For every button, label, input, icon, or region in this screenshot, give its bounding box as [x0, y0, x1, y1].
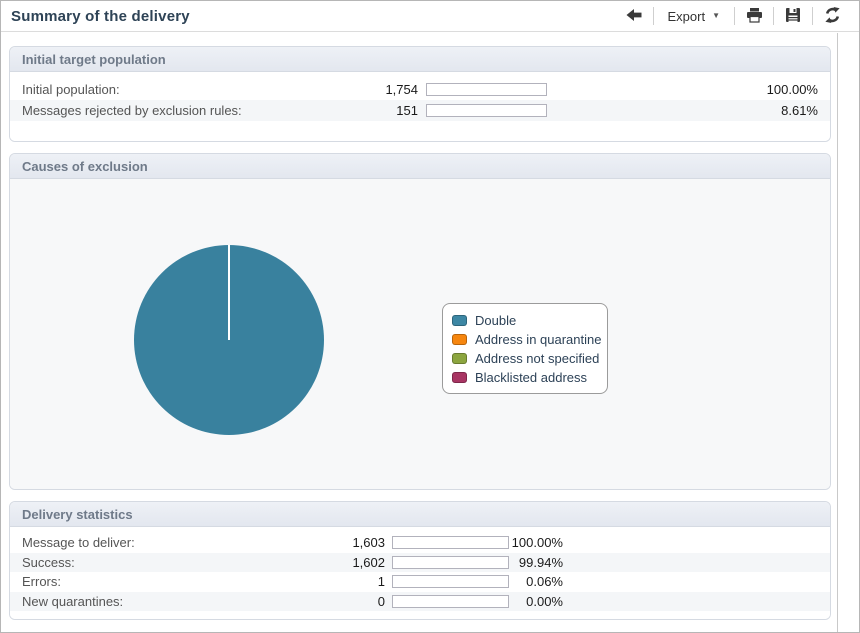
- printer-icon: [746, 7, 763, 26]
- legend-item-double: Double: [452, 311, 597, 330]
- stat-percent: 0.00%: [526, 593, 563, 609]
- legend-swatch: [452, 372, 467, 383]
- stat-row-messages-rejected: Messages rejected by exclusion rules: 15…: [10, 100, 830, 121]
- stat-percent: 100.00%: [766, 82, 818, 97]
- toolbar-separator: [734, 7, 735, 25]
- pie-legend: Double Address in quarantine Address not…: [442, 303, 608, 394]
- stat-label: Errors:: [22, 574, 61, 590]
- refresh-button[interactable]: [817, 4, 847, 28]
- progress-bar: [392, 594, 509, 608]
- refresh-icon: [824, 6, 841, 26]
- section-initial-target-population: Initial target population Initial popula…: [9, 46, 831, 142]
- progress-bar: [392, 575, 509, 589]
- section-title: Initial target population: [10, 47, 830, 72]
- pie-chart: [134, 245, 324, 435]
- stat-value: 1,602: [352, 554, 385, 570]
- stat-percent: 0.06%: [526, 574, 563, 590]
- toolbar: Export ▼: [619, 1, 848, 31]
- export-button[interactable]: Export ▼: [658, 4, 731, 28]
- chevron-down-icon: ▼: [712, 11, 720, 20]
- section-causes-of-exclusion: Causes of exclusion Double Address in qu…: [9, 153, 831, 490]
- print-button[interactable]: [739, 4, 769, 28]
- legend-item-address-in-quarantine: Address in quarantine: [452, 330, 601, 349]
- export-label: Export: [667, 8, 706, 24]
- top-header-bar: Summary of the delivery Export ▼: [1, 1, 859, 32]
- exclusion-pie-chart: Double Address in quarantine Address not…: [10, 179, 830, 489]
- legend-label: Address not specified: [475, 351, 600, 366]
- initial-target-rows: Initial population: 1,754 100.00% Messag…: [10, 72, 830, 141]
- stat-row-initial-population: Initial population: 1,754 100.00%: [10, 79, 830, 100]
- page-title: Summary of the delivery: [11, 7, 190, 25]
- legend-label: Blacklisted address: [475, 370, 587, 385]
- progress-bar: [392, 536, 509, 550]
- stat-label: Success:: [22, 554, 75, 570]
- back-arrow-icon: [625, 8, 643, 25]
- toolbar-separator: [652, 7, 654, 25]
- legend-label: Address in quarantine: [475, 332, 602, 347]
- stat-value: 151: [396, 103, 418, 118]
- legend-swatch: [452, 315, 467, 326]
- toolbar-separator: [812, 7, 813, 25]
- progress-bar: [392, 555, 509, 569]
- stat-label: Initial population:: [22, 82, 120, 97]
- save-icon: [785, 7, 801, 26]
- stat-value: 1: [377, 574, 385, 590]
- stat-percent: 8.61%: [781, 103, 818, 118]
- legend-item-blacklisted-address: Blacklisted address: [452, 368, 597, 387]
- legend-swatch: [452, 353, 467, 364]
- legend-swatch: [452, 334, 467, 345]
- section-title: Causes of exclusion: [10, 154, 830, 179]
- stat-value: 0: [377, 593, 385, 609]
- stat-label: New quarantines:: [22, 593, 124, 609]
- stat-row-errors: Errors: 1 0.06%: [10, 572, 830, 592]
- toolbar-separator: [773, 7, 774, 25]
- stat-label: Messages rejected by exclusion rules:: [22, 103, 242, 118]
- stat-value: 1,754: [385, 82, 418, 97]
- pie-slice-divider: [228, 245, 230, 340]
- legend-label: Double: [475, 313, 517, 328]
- delivery-stats-rows: Message to deliver: 1,603 100.00% Succes…: [10, 527, 830, 619]
- stat-label: Message to deliver:: [22, 535, 135, 551]
- section-title: Delivery statistics: [10, 502, 830, 527]
- back-button[interactable]: [619, 4, 649, 28]
- save-button[interactable]: [778, 4, 808, 28]
- stat-percent: 100.00%: [511, 535, 563, 551]
- stat-row-message-to-deliver: Message to deliver: 1,603 100.00%: [10, 533, 830, 553]
- stat-row-success: Success: 1,602 99.94%: [10, 552, 830, 572]
- progress-bar: [426, 104, 547, 117]
- section-delivery-statistics: Delivery statistics Message to deliver: …: [9, 501, 831, 620]
- stat-value: 1,603: [352, 535, 385, 551]
- progress-bar: [426, 83, 547, 96]
- legend-item-address-not-specified: Address not specified: [452, 349, 600, 368]
- stat-percent: 99.94%: [518, 554, 563, 570]
- stat-row-new-quarantines: New quarantines: 0 0.00%: [10, 591, 830, 611]
- content-pane: Initial target population Initial popula…: [1, 33, 838, 632]
